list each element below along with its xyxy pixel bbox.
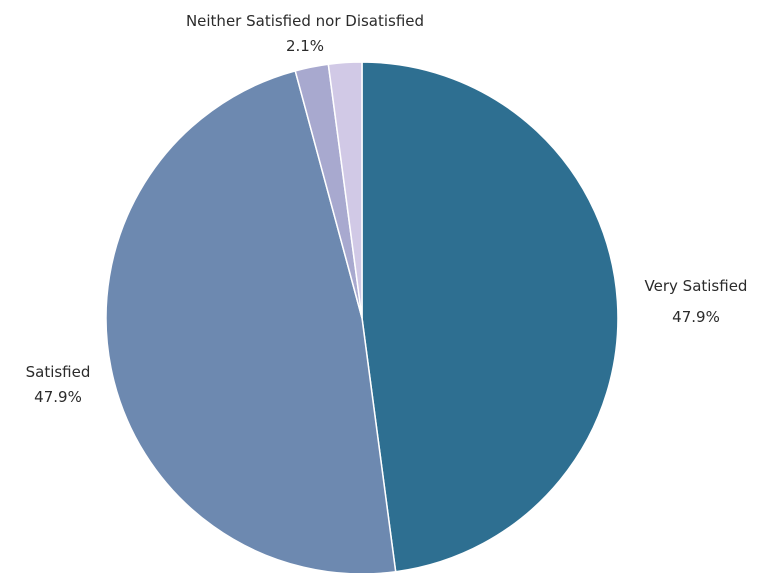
pie-slice-very-satisfied (361, 61, 619, 573)
slice-pct-neither: 2.1% (286, 37, 324, 55)
slice-label-neither: Neither Satisfied nor Disatisfied (186, 12, 424, 30)
slice-pct-very-satisfied: 47.9% (672, 308, 720, 326)
pie-slice-satisfied (105, 69, 397, 573)
slice-label-satisfied: Satisfied (26, 363, 91, 381)
slice-label-very-satisfied: Very Satisfied (645, 277, 748, 295)
slice-pct-satisfied: 47.9% (34, 388, 82, 406)
pie-slices (105, 61, 619, 573)
pie-slice-neither (327, 61, 363, 319)
